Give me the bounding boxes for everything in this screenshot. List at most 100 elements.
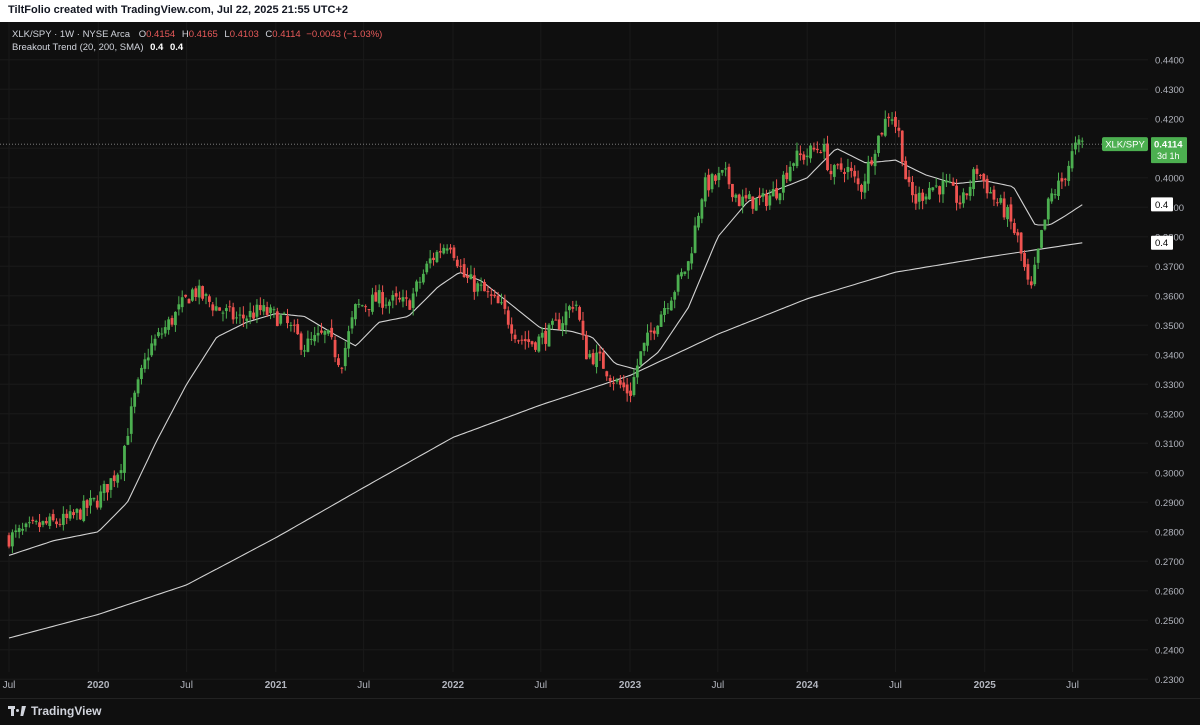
candle-body [795, 150, 799, 167]
ma-fast-tag: 0.4 [1151, 197, 1173, 212]
y-tick-label: 0.3300 [1155, 380, 1184, 391]
candle-body [163, 327, 167, 334]
candle-body [354, 304, 357, 320]
candle-body [17, 528, 21, 533]
candle-body [992, 189, 996, 200]
ma-fast-line [8, 148, 1083, 556]
candle-body [961, 192, 965, 204]
candle-body [398, 297, 401, 300]
candle-body [754, 198, 758, 211]
y-tick-label: 0.4400 [1155, 55, 1184, 66]
candle-body [571, 307, 575, 309]
candle-body [846, 166, 850, 173]
candle-body [588, 353, 592, 358]
candle-body [883, 118, 887, 136]
candle-body [1040, 230, 1043, 248]
candlestick-chart[interactable]: 0.44000.43000.42000.41000.40000.39000.38… [0, 22, 1200, 698]
candle-body [191, 289, 194, 301]
ma-slow-layer [8, 242, 1083, 639]
candle-body [10, 532, 14, 547]
candle-body [948, 181, 952, 183]
candle-body [1009, 204, 1013, 222]
legend-high-label: H [181, 29, 189, 40]
candle-body [955, 185, 958, 203]
symbol-tag-label: XLK/SPY [1105, 140, 1145, 151]
candle-body [408, 300, 412, 310]
candle-body [75, 509, 79, 513]
candle-body [337, 358, 340, 366]
candle-body [1006, 206, 1009, 220]
candle-body [177, 304, 181, 310]
candle-body [493, 294, 497, 297]
candle-body [445, 248, 449, 251]
candle-body [764, 193, 768, 207]
candle-body [714, 175, 717, 181]
x-tick-label: Jul [1066, 680, 1079, 691]
candle-body [469, 274, 473, 280]
candle-body [914, 194, 918, 204]
y-tick-label: 0.3000 [1155, 468, 1184, 479]
candle-body [333, 339, 337, 358]
candle-body [51, 514, 55, 521]
candle-body [551, 320, 554, 325]
candle-body [201, 286, 204, 299]
candle-body [82, 500, 86, 522]
indicator-name[interactable]: Breakout Trend (20, 200, SMA) [12, 42, 144, 53]
candle-body [157, 332, 160, 337]
candle-body [58, 523, 62, 525]
credit-text: TiltFolio created with TradingView.com, … [8, 4, 348, 16]
candle-body [1046, 198, 1050, 220]
candle-body [106, 483, 109, 493]
candle-body [41, 521, 45, 525]
candle-body [1053, 194, 1057, 196]
candle-body [958, 202, 962, 205]
candle-body [7, 535, 11, 547]
candle-body [972, 169, 975, 190]
candle-body [978, 175, 982, 177]
tradingview-logo[interactable]: TradingView [8, 704, 101, 718]
chart-area[interactable]: 0.44000.43000.42000.41000.40000.39000.38… [0, 22, 1200, 698]
candle-body [466, 275, 469, 278]
candle-body [55, 521, 58, 525]
candle-body [292, 324, 296, 326]
candle-body [707, 174, 711, 191]
ma-fast-tag-bg [1151, 197, 1173, 212]
legend-indicator-row[interactable]: Breakout Trend (20, 200, SMA) 0.4 0.4 [12, 41, 382, 54]
candle-body [513, 334, 517, 340]
candle-body [584, 335, 588, 360]
candle-body [734, 194, 738, 198]
candle-body [792, 163, 795, 166]
candle-body [860, 184, 863, 192]
candle-body [316, 332, 320, 336]
candle-body [326, 330, 330, 334]
candle-body [761, 193, 765, 197]
y-tick-label: 0.2400 [1155, 645, 1184, 656]
candle-body [340, 367, 344, 369]
candle-body [880, 132, 884, 135]
candle-body [126, 436, 130, 445]
candle-body [669, 300, 673, 311]
candle-body [951, 181, 955, 186]
y-tick-label: 0.3600 [1155, 291, 1184, 302]
candle-body [989, 192, 992, 194]
candle-body [503, 299, 507, 309]
candle-body [686, 261, 690, 271]
candle-body [731, 183, 734, 198]
candle-body [530, 341, 534, 345]
candle-body [1074, 142, 1077, 150]
candle-body [805, 155, 809, 158]
x-tick-label: 2021 [265, 680, 288, 691]
candle-body [1050, 193, 1054, 202]
candle-body [819, 152, 823, 154]
candle-body [486, 291, 490, 293]
candle-body [856, 178, 860, 185]
ma-slow-line [8, 242, 1083, 639]
candle-body [751, 196, 755, 209]
candle-body [568, 306, 571, 311]
y-tick-label: 0.2600 [1155, 586, 1184, 597]
y-tick-label: 0.4200 [1155, 114, 1184, 125]
candle-body [289, 324, 293, 326]
legend-close-label: C [265, 29, 273, 40]
candle-body [870, 160, 874, 165]
candle-body [404, 297, 408, 299]
